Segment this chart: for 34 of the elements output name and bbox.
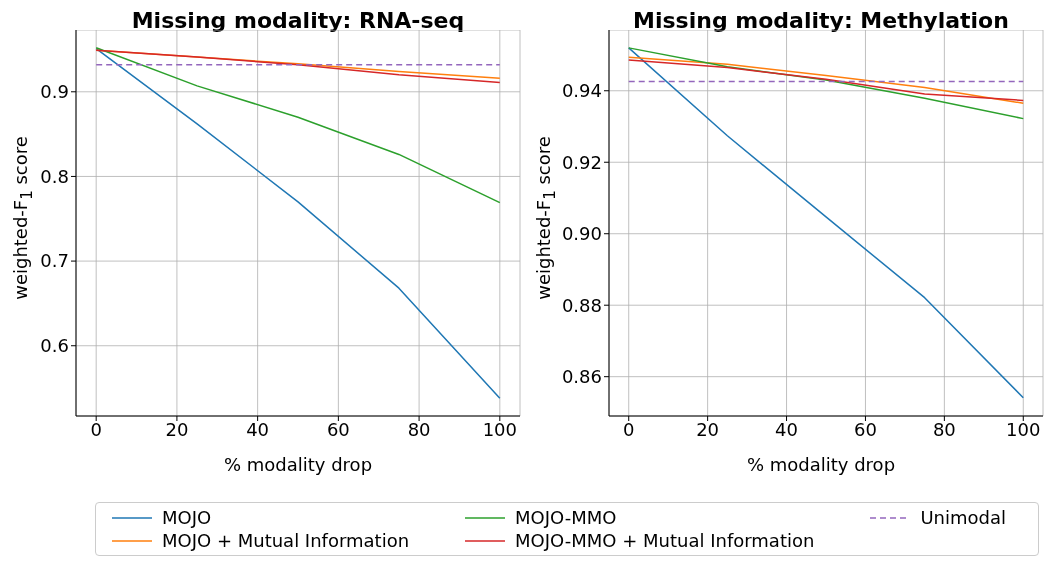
x-tick-label: 20 <box>696 418 720 440</box>
x-tick-label: 80 <box>407 418 431 440</box>
x-axis-title: % modality drop <box>222 454 374 475</box>
line-series <box>627 47 1025 120</box>
legend-label: MOJO-MMO + Mutual Information <box>515 530 815 551</box>
x-tick-label: 60 <box>326 418 350 440</box>
chart-title: Missing modality: RNA-seq <box>130 8 466 33</box>
x-tick-label: 60 <box>854 418 877 440</box>
y-tick-label: 0.7 <box>40 250 69 272</box>
x-tick-label: 20 <box>165 418 189 440</box>
x-tick-label: 40 <box>246 418 270 440</box>
y-tick-label: 0.94 <box>561 80 602 102</box>
line-series <box>95 47 501 204</box>
line-series <box>95 47 501 399</box>
x-tick-label: 80 <box>932 418 956 440</box>
x-tick-label: 100 <box>1006 418 1041 440</box>
x-tick-label: 100 <box>482 418 517 440</box>
x-tick-label: 0 <box>623 418 635 440</box>
y-tick-label: 0.86 <box>561 366 602 388</box>
y-tick-label: 0.9 <box>40 81 69 103</box>
y-tick-label: 0.92 <box>561 151 602 173</box>
y-tick-label: 0.90 <box>561 223 602 245</box>
legend-label: MOJO-MMO <box>515 507 617 528</box>
y-tick-label: 0.6 <box>40 335 69 357</box>
legend-label: MOJO <box>162 507 212 528</box>
chart-title: Missing modality: Methylation <box>632 8 1010 33</box>
x-tick-label: 0 <box>90 418 102 440</box>
legend-label: Unimodal <box>920 507 1006 528</box>
y-tick-label: 0.88 <box>561 294 602 316</box>
line-series <box>627 47 1025 399</box>
x-axis-title: % modality drop <box>745 454 897 475</box>
x-tick-label: 40 <box>775 418 798 440</box>
legend-label: MOJO + Mutual Information <box>162 530 410 551</box>
y-tick-label: 0.8 <box>40 165 69 187</box>
